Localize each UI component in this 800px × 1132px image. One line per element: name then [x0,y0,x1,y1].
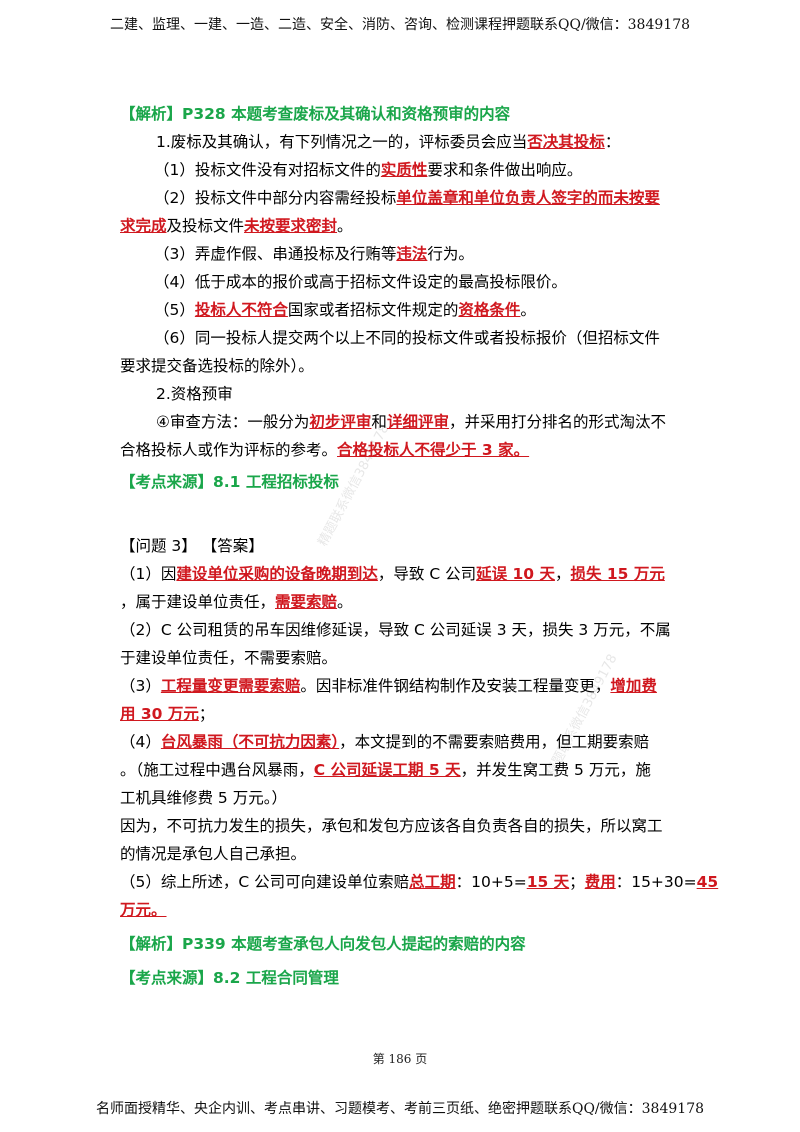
question-heading: 【问题 3】 【答案】 [120,537,264,555]
answer-2: （2）C 公司租赁的吊车因维修延误，导致 C 公司延误 3 天，损失 3 万元，… [120,621,671,639]
source-heading-2: 【考点来源】8.2 工程合同管理 [120,969,339,987]
answer-3: （3）工程量变更需要索赔。因非标准件钢结构制作及安装工程量变更，增加费 [120,677,657,695]
source-heading-1: 【考点来源】8.1 工程招标投标 [120,473,339,491]
list-item-4: （4）低于成本的报价或高于招标文件设定的最高投标限价。 [154,273,567,291]
paragraph-review-method: ④审查方法：一般分为初步评审和详细评审，并采用打分排名的形式淘汰不 [156,413,666,431]
answer-1: （1）因建设单位采购的设备晚期到达，导致 C 公司延误 10 天，损失 15 万… [120,565,665,583]
page-footer: 名师面授精华、央企内训、考点串讲、习题模考、考前三页纸、绝密押题联系QQ/微信：… [95,1101,705,1117]
paragraph-reject-bid: 1.废标及其确认，有下列情况之一的，评标委员会应当否决其投标： [156,133,621,151]
answer-1-cont: ，属于建设单位责任，需要索赔。 [120,593,353,611]
answer-4-cont: 。（施工过程中遇台风暴雨，C 公司延误工期 5 天，并发生窝工费 5 万元，施 [120,761,651,779]
list-item-1: （1）投标文件没有对招标文件的实质性要求和条件做出响应。 [154,161,583,179]
page-number: 第 186 页 [372,1052,428,1066]
list-item-5: （5）投标人不符合国家或者招标文件规定的资格条件。 [154,301,536,319]
list-item-2: （2）投标文件中部分内容需经投标单位盖章和单位负责人签字的而未按要 [154,189,660,207]
list-item-6: （6）同一投标人提交两个以上不同的投标文件或者投标报价（但招标文件 [154,329,660,347]
document-body: 【解析】P328 本题考查废标及其确认和资格预审的内容 1.废标及其确认，有下列… [120,100,719,992]
list-item-2-cont: 求完成及投标文件未按要求密封。 [120,217,353,235]
page-header: 二建、监理、一建、一造、二造、安全、消防、咨询、检测课程押题联系QQ/微信：38… [109,17,691,33]
paragraph-prequalification: 2.资格预审 [156,385,233,403]
analysis-heading-2: 【解析】P339 本题考查承包人向发包人提起的索赔的内容 [120,935,526,953]
answer-4: （4）台风暴雨（不可抗力因素），本文提到的不需要索赔费用，但工期要索赔 [120,733,650,751]
list-item-6-cont: 要求提交备选投标的除外）。 [120,357,314,375]
answer-4-cont2: 工机具维修费 5 万元。） [120,789,287,807]
answer-5: （5）综上所述，C 公司可向建设单位索赔总工期：10+5=15 天；费用：15+… [120,873,719,891]
analysis-heading-1: 【解析】P328 本题考查废标及其确认和资格预审的内容 [120,105,511,123]
answer-2-cont: 于建设单位责任，不需要索赔。 [120,649,338,667]
answer-3-cont: 用 30 万元； [120,705,215,723]
answer-5-cont: 万元。 [120,901,167,919]
paragraph-review-method-cont: 合格投标人或作为评标的参考。合格投标人不得少于 3 家。 [120,441,530,459]
answer-reason: 因为，不可抗力发生的损失，承包和发包方应该各自负责各自的损失，所以窝工 [120,817,663,835]
list-item-3: （3）弄虚作假、串通投标及行贿等违法行为。 [154,245,474,263]
answer-reason-cont: 的情况是承包人自己承担。 [120,845,307,863]
